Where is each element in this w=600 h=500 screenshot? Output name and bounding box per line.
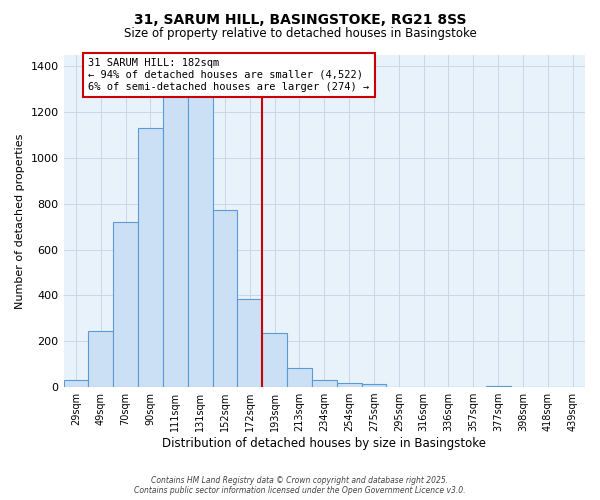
Text: 31, SARUM HILL, BASINGSTOKE, RG21 8SS: 31, SARUM HILL, BASINGSTOKE, RG21 8SS <box>134 12 466 26</box>
Bar <box>88 331 113 387</box>
Bar <box>238 299 262 387</box>
Y-axis label: Number of detached properties: Number of detached properties <box>15 134 25 308</box>
Text: Size of property relative to detached houses in Basingstoke: Size of property relative to detached ho… <box>124 28 476 40</box>
Text: 31 SARUM HILL: 182sqm
← 94% of detached houses are smaller (4,522)
6% of semi-de: 31 SARUM HILL: 182sqm ← 94% of detached … <box>88 58 370 92</box>
X-axis label: Distribution of detached houses by size in Basingstoke: Distribution of detached houses by size … <box>162 437 486 450</box>
Bar <box>337 383 362 387</box>
Bar <box>188 80 212 387</box>
Bar <box>138 128 163 387</box>
Bar <box>113 222 138 387</box>
Text: Contains HM Land Registry data © Crown copyright and database right 2025.
Contai: Contains HM Land Registry data © Crown c… <box>134 476 466 495</box>
Bar <box>312 380 337 387</box>
Bar <box>163 80 188 387</box>
Bar <box>362 384 386 387</box>
Bar <box>64 380 88 387</box>
Bar <box>287 368 312 387</box>
Bar <box>262 334 287 387</box>
Bar <box>485 386 511 387</box>
Bar <box>212 210 238 387</box>
